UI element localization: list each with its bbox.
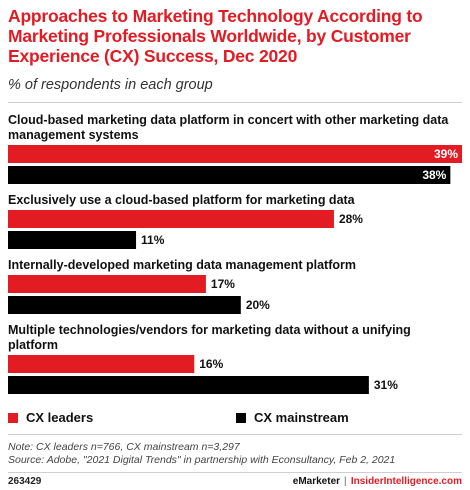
bottom-divider xyxy=(8,472,462,473)
chart-id: 263429 xyxy=(8,476,42,487)
value-label-cx-leaders-1: 39% xyxy=(434,147,458,161)
bar-chart: Cloud-based marketing data platform in c… xyxy=(8,113,462,394)
brand-line: eMarketer | InsiderIntelligence.com xyxy=(293,476,462,487)
bar-cx-leaders-3 xyxy=(8,275,206,293)
bar-cx-mainstream-3 xyxy=(8,296,241,314)
value-label-cx-leaders-2: 28% xyxy=(339,212,363,226)
bar-cx-leaders-2 xyxy=(8,210,334,228)
value-label-cx-mainstream-3: 20% xyxy=(246,298,270,312)
legend-item-cx-mainstream: CX mainstream xyxy=(236,410,349,425)
legend-swatch-cx-mainstream xyxy=(236,412,246,423)
category-label-1-line-1: Cloud-based marketing data platform in c… xyxy=(8,113,449,127)
value-label-cx-leaders-3: 17% xyxy=(211,277,235,291)
brand-separator: | xyxy=(344,476,347,487)
brand-insider-intelligence[interactable]: InsiderIntelligence.com xyxy=(350,476,462,487)
bar-cx-mainstream-4 xyxy=(8,376,369,394)
legend-swatch-cx-leaders xyxy=(8,412,18,423)
bar-cx-mainstream-1 xyxy=(8,166,451,184)
category-label-4-line-1: Multiple technologies/vendors for market… xyxy=(8,323,411,337)
category-label-1-line-2: management systems xyxy=(8,128,139,142)
value-label-cx-mainstream-4: 31% xyxy=(374,378,398,392)
legend-item-cx-leaders: CX leaders xyxy=(8,410,93,425)
chart-notes: Note: CX leaders n=766, CX mainstream n=… xyxy=(8,441,466,467)
chart-title: Approaches to Marketing Technology Accor… xyxy=(8,6,423,66)
chart-subtitle: % of respondents in each group xyxy=(8,77,213,93)
category-label-2: Exclusively use a cloud-based platform f… xyxy=(8,193,356,207)
brand-emarketer: eMarketer xyxy=(292,476,341,487)
category-label-3: Internally-developed marketing data mana… xyxy=(8,258,356,272)
source-text: Source: Adobe, "2021 Digital Trends" in … xyxy=(8,454,396,466)
footer-divider xyxy=(8,434,462,435)
value-label-cx-leaders-4: 16% xyxy=(199,357,223,371)
value-label-cx-mainstream-1: 38% xyxy=(422,168,446,182)
value-label-cx-mainstream-2: 11% xyxy=(141,233,165,247)
bar-cx-leaders-1 xyxy=(8,145,462,163)
legend-label-cx-mainstream: CX mainstream xyxy=(254,410,349,425)
top-divider xyxy=(8,102,462,103)
category-label-4-line-2: platform xyxy=(8,338,58,352)
bar-cx-mainstream-2 xyxy=(8,231,137,249)
note-text: Note: CX leaders n=766, CX mainstream n=… xyxy=(8,441,240,453)
legend-label-cx-leaders: CX leaders xyxy=(26,410,94,425)
bar-cx-leaders-4 xyxy=(8,355,195,373)
